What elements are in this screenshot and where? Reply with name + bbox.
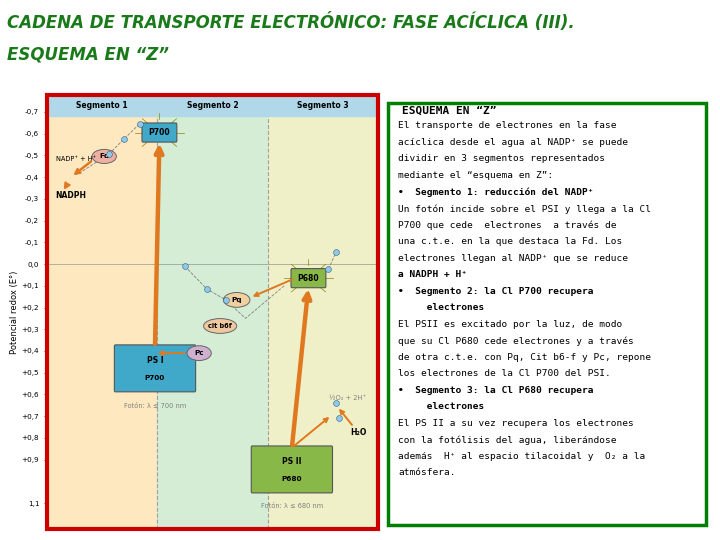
- Text: con la fotólisis del agua, liberándose: con la fotólisis del agua, liberándose: [398, 435, 617, 445]
- Point: [118, 135, 130, 144]
- FancyBboxPatch shape: [251, 446, 333, 493]
- Text: P680: P680: [282, 476, 302, 482]
- Text: Segmento 3: Segmento 3: [297, 101, 348, 110]
- Text: dividir en 3 segmentos representados: dividir en 3 segmentos representados: [398, 154, 606, 164]
- Text: ½O₂ + 2H⁺: ½O₂ + 2H⁺: [328, 395, 366, 401]
- Text: P700: P700: [148, 128, 170, 137]
- FancyBboxPatch shape: [142, 123, 177, 142]
- Ellipse shape: [187, 346, 211, 361]
- Text: de otra c.t.e. con Pq, Cit b6-f y Pc, repone: de otra c.t.e. con Pq, Cit b6-f y Pc, re…: [398, 353, 652, 362]
- Text: Un fotón incide sobre el PSI y llega a la Cl: Un fotón incide sobre el PSI y llega a l…: [398, 204, 652, 213]
- Point: [103, 150, 114, 159]
- Text: •  Segmento 3: la Cl P680 recupera: • Segmento 3: la Cl P680 recupera: [398, 386, 594, 395]
- Text: Fotón: λ ≤ 700 nm: Fotón: λ ≤ 700 nm: [124, 403, 186, 409]
- Text: mediante el “esquema en Z”:: mediante el “esquema en Z”:: [398, 171, 554, 180]
- Text: ESQUEMA EN “Z”: ESQUEMA EN “Z”: [402, 105, 496, 116]
- Ellipse shape: [92, 150, 117, 164]
- Text: El transporte de electrones en la fase: El transporte de electrones en la fase: [398, 122, 617, 131]
- Text: NADPH: NADPH: [55, 191, 86, 200]
- Text: CADENA DE TRANSPORTE ELECTRÓNICO: FASE ACÍCLICA (III).: CADENA DE TRANSPORTE ELECTRÓNICO: FASE A…: [7, 14, 575, 32]
- Point: [179, 262, 191, 271]
- Text: •  Segmento 2: la Cl P700 recupera: • Segmento 2: la Cl P700 recupera: [398, 287, 594, 295]
- Point: [330, 248, 342, 256]
- Text: Pc: Pc: [194, 350, 204, 356]
- Y-axis label: Potencial redox (E°): Potencial redox (E°): [10, 270, 19, 354]
- Text: PS II: PS II: [282, 457, 302, 466]
- Text: los electrones de la Cl P700 del PSI.: los electrones de la Cl P700 del PSI.: [398, 369, 611, 378]
- Ellipse shape: [204, 319, 237, 333]
- Text: Segmento 1: Segmento 1: [76, 101, 128, 110]
- Text: P700 que cede  electrones  a través de: P700 que cede electrones a través de: [398, 220, 617, 230]
- Text: a NADPH + H⁺: a NADPH + H⁺: [398, 270, 467, 279]
- Text: ESQUEMA EN “Z”: ESQUEMA EN “Z”: [7, 46, 169, 64]
- Text: cit b6f: cit b6f: [208, 323, 232, 329]
- FancyBboxPatch shape: [291, 268, 326, 288]
- Point: [220, 295, 231, 304]
- Text: electrones: electrones: [398, 402, 485, 411]
- FancyBboxPatch shape: [389, 103, 706, 525]
- Text: una c.t.e. en la que destaca la Fd. Los: una c.t.e. en la que destaca la Fd. Los: [398, 237, 623, 246]
- Text: Fd: Fd: [99, 153, 109, 159]
- Text: P700: P700: [145, 375, 165, 381]
- Text: que su Cl P680 cede electrones y a través: que su Cl P680 cede electrones y a travé…: [398, 336, 634, 346]
- Text: electrones: electrones: [398, 303, 485, 312]
- Text: NADP⁺ + H⁺: NADP⁺ + H⁺: [55, 156, 96, 161]
- Point: [330, 399, 342, 408]
- FancyBboxPatch shape: [114, 345, 196, 392]
- Point: [201, 285, 212, 293]
- Text: •  Segmento 1: reducción del NADP⁺: • Segmento 1: reducción del NADP⁺: [398, 187, 594, 197]
- Point: [134, 119, 145, 128]
- Point: [323, 265, 334, 274]
- Text: Fotón: λ ≤ 680 nm: Fotón: λ ≤ 680 nm: [261, 503, 323, 509]
- Bar: [47, 94, 378, 529]
- Text: Segmento 2: Segmento 2: [186, 101, 238, 110]
- Text: P680: P680: [297, 274, 319, 282]
- Ellipse shape: [223, 293, 250, 307]
- Text: acíclica desde el agua al NADP⁺ se puede: acíclica desde el agua al NADP⁺ se puede: [398, 138, 629, 147]
- Text: atmósfera.: atmósfera.: [398, 468, 456, 477]
- Text: El PSII es excitado por la luz, de modo: El PSII es excitado por la luz, de modo: [398, 320, 623, 329]
- Point: [333, 414, 345, 423]
- Text: Pq: Pq: [231, 297, 242, 303]
- Text: H₂O: H₂O: [350, 428, 366, 437]
- Text: además  H⁺ al espacio tilacoidal y  O₂ a la: además H⁺ al espacio tilacoidal y O₂ a l…: [398, 452, 646, 461]
- Text: PS I: PS I: [147, 356, 163, 365]
- Text: El PS II a su vez recupera los electrones: El PS II a su vez recupera los electrone…: [398, 419, 634, 428]
- Text: electrones llegan al NADP⁺ que se reduce: electrones llegan al NADP⁺ que se reduce: [398, 254, 629, 262]
